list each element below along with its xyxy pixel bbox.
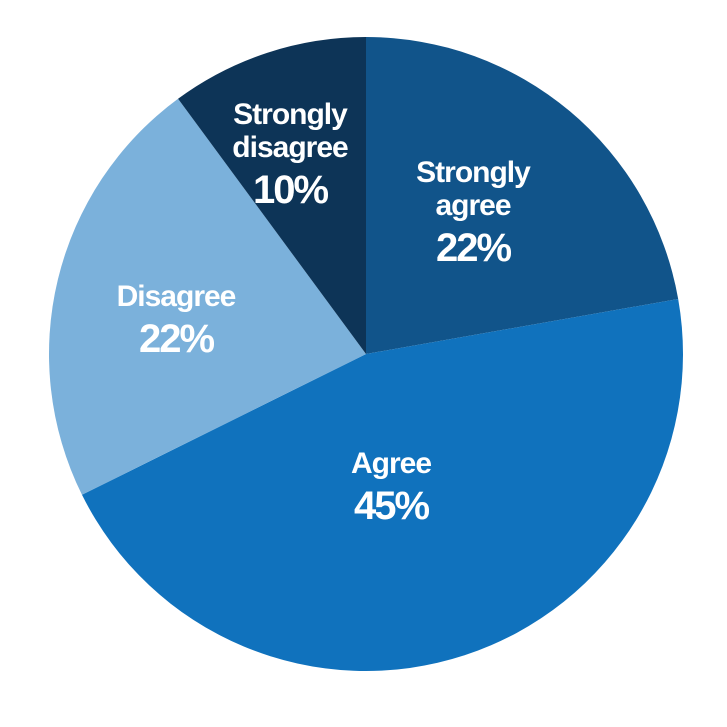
pie-slice-1 [81, 298, 683, 671]
pie-slice-3 [178, 37, 366, 354]
slice-value-0: 22% [436, 226, 511, 270]
slice-name-0-line-1: agree [435, 189, 510, 222]
slice-value-2: 22% [139, 317, 214, 361]
slices-layer [49, 37, 683, 671]
slice-name-3-line-0: Strongly [233, 98, 348, 131]
slice-name-1-line-0: Agree [351, 447, 431, 480]
slice-name-3-line-1: disagree [232, 131, 348, 164]
slice-name-0-line-0: Strongly [416, 156, 531, 189]
slice-label-2: Disagree 22% [117, 280, 237, 361]
slice-name-2-line-0: Disagree [117, 280, 236, 313]
slice-value-1: 45% [354, 484, 429, 528]
slice-value-3: 10% [253, 168, 328, 212]
pie-slice-2 [49, 98, 367, 495]
pie-slice-0 [366, 37, 679, 354]
slice-label-1: Agree 45% [351, 447, 432, 528]
labels-layer: Stronglyagree22%Agree45%Disagree22%Stron… [117, 98, 533, 528]
